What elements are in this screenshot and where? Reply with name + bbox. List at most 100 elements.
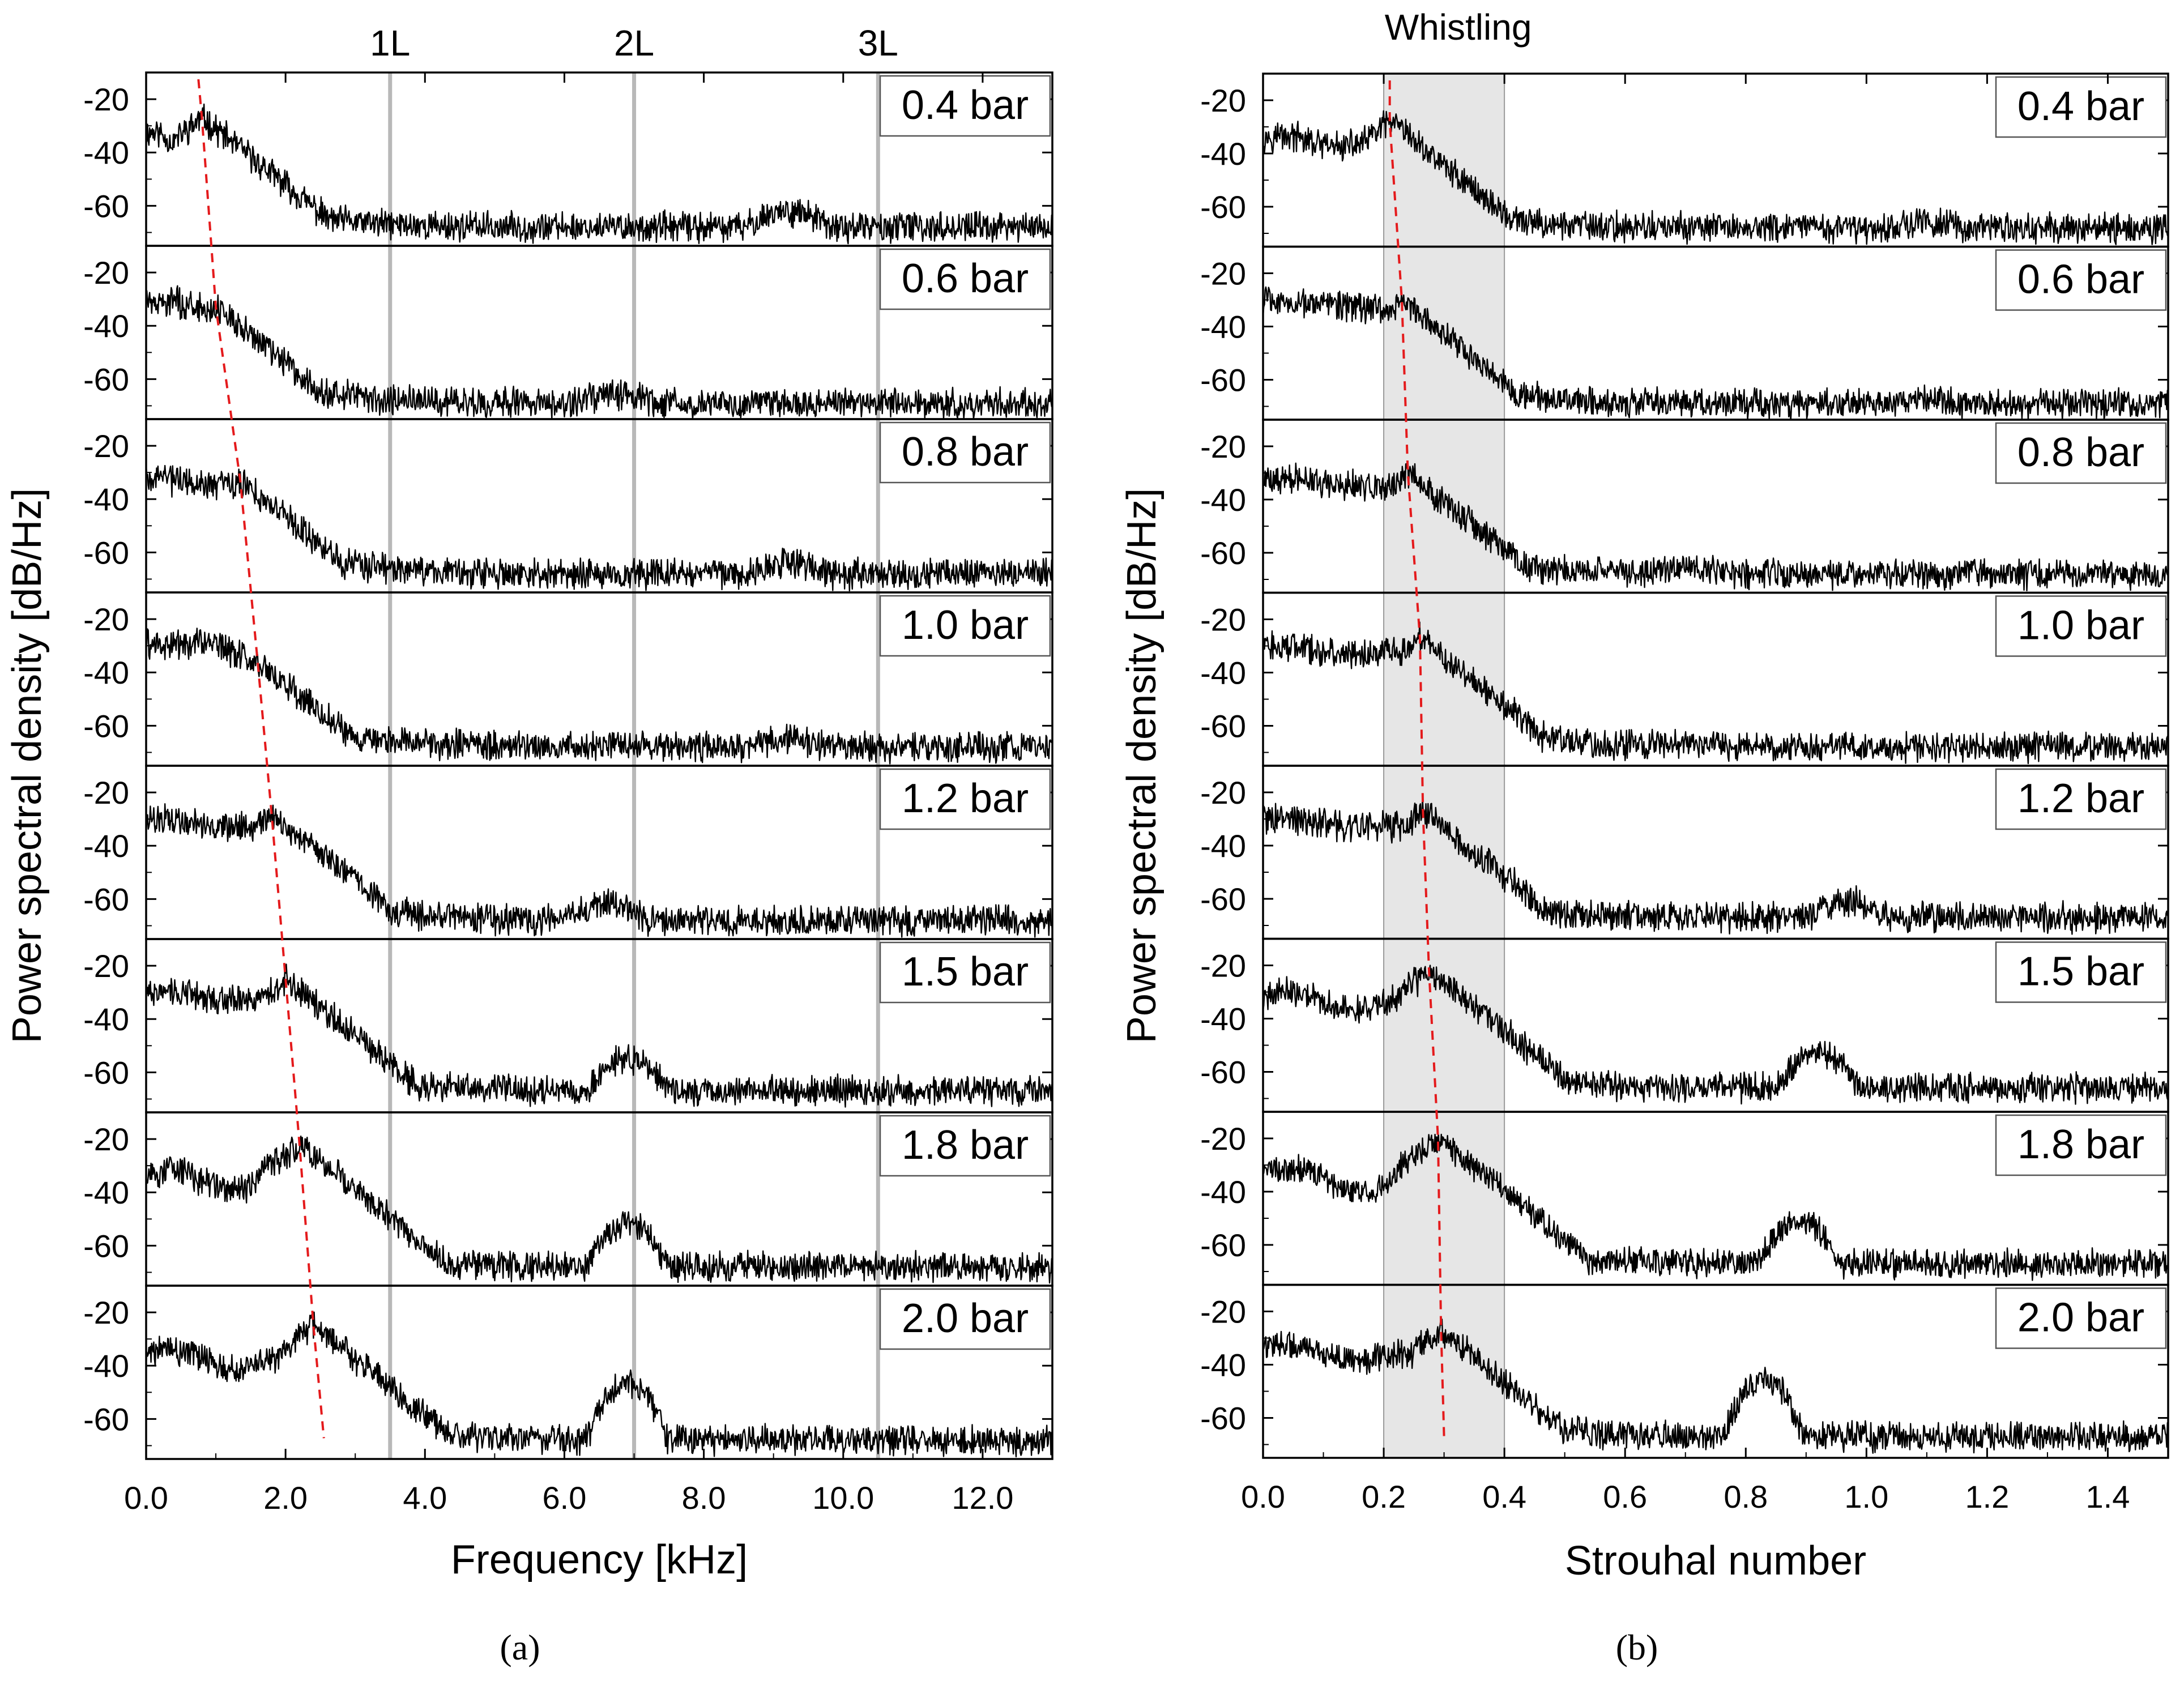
x-tick-label: 10.0 [812, 1480, 874, 1516]
y-tick-label: -40 [83, 308, 129, 344]
panel-2-0-bar: -20 -40 -60 2.0 bar [83, 1285, 1053, 1460]
y-tick-label: -20 [1200, 429, 1246, 464]
y-tick-label: -40 [83, 828, 129, 864]
x-tick-label: 0.6 [1603, 1479, 1647, 1514]
y-tick-label: -60 [83, 881, 129, 917]
panel-0-6-bar: -20 -40 -60 0.6 bar [83, 245, 1053, 420]
harmonic-label-3L: 3L [858, 23, 898, 63]
panel-label: 1.5 bar [902, 949, 1029, 995]
panel-label: 0.6 bar [2017, 257, 2144, 302]
panel-label: 2.0 bar [2017, 1295, 2144, 1341]
x-tick-label: 8.0 [682, 1480, 726, 1516]
y-tick-label: -20 [1200, 83, 1246, 118]
y-axis-label: Power spectral density [dB/Hz] [5, 488, 50, 1043]
psd-series-line [146, 103, 1053, 245]
panel-label-box [1995, 941, 2167, 1003]
panel-1-0-bar: -20 -40 -60 1.0 bar [1200, 591, 2169, 767]
y-tick-label: -60 [1200, 535, 1246, 571]
panel-label: 0.6 bar [902, 256, 1029, 301]
panel-1-2-bar: -20 -40 -60 1.2 bar [1200, 765, 2169, 940]
caption-b: (b) [1616, 1627, 1658, 1667]
x-tick-label: 0.8 [1724, 1479, 1768, 1514]
panel-1-2-bar: -20 -40 -60 1.2 bar [83, 765, 1053, 940]
panel-1-0-bar: -20 -40 -60 1.0 bar [83, 591, 1053, 767]
panel-1-8-bar: -20 -40 -60 1.8 bar [1200, 1111, 2169, 1286]
chart-title: Whistling [1385, 7, 1532, 48]
panel-label: 1.8 bar [2017, 1122, 2144, 1167]
y-tick-label: -60 [1200, 1055, 1246, 1090]
y-tick-label: -40 [1200, 136, 1246, 172]
y-axis-label: Power spectral density [dB/Hz] [1119, 488, 1164, 1043]
x-tick-label: 0.0 [1241, 1479, 1285, 1514]
y-tick-label: -40 [83, 135, 129, 170]
y-tick-label: -60 [1200, 1401, 1246, 1436]
psd-series-line [145, 464, 1053, 592]
panel-label: 1.2 bar [902, 776, 1029, 821]
panel-2-0-bar: -20 -40 -60 2.0 bar [1200, 1283, 2169, 1459]
y-tick-label: -60 [1200, 362, 1246, 398]
y-tick-label: -60 [1200, 189, 1246, 225]
psd-series-line [145, 1311, 1053, 1458]
panel-label-box [879, 595, 1051, 657]
y-tick-label: -20 [83, 1121, 129, 1157]
y-tick-label: -40 [83, 655, 129, 690]
psd-series-line [1262, 110, 2169, 245]
x-axis-label: Frequency [kHz] [451, 1537, 748, 1582]
panel-label-box [879, 75, 1051, 137]
x-tick-label: 1.4 [2086, 1479, 2130, 1514]
y-tick-label: -20 [1200, 1294, 1246, 1330]
x-tick-label: 1.2 [1965, 1479, 2009, 1514]
panel-label-box [879, 1288, 1051, 1350]
panel-label-box [879, 941, 1051, 1004]
y-tick-label: -20 [83, 82, 129, 117]
panel-label: 2.0 bar [902, 1296, 1029, 1341]
panel-label: 1.8 bar [902, 1123, 1029, 1168]
x-tick-label: 4.0 [403, 1480, 447, 1516]
panel-label-box [1995, 249, 2167, 311]
harmonic-label-1L: 1L [370, 23, 410, 63]
whistle-trend-line [1388, 80, 1445, 1437]
panel-label-box [879, 768, 1051, 830]
x-tick-label: 1.0 [1844, 1479, 1888, 1514]
y-tick-label: -40 [1200, 482, 1246, 518]
psd-series-line [1262, 460, 2169, 591]
harmonic-label-2L: 2L [614, 23, 654, 63]
x-tick-label: 2.0 [263, 1480, 308, 1516]
x-tick-label: 0.0 [124, 1480, 168, 1516]
panel-frame [145, 1285, 1053, 1460]
y-tick-label: -60 [1200, 881, 1246, 917]
panel-label-box [879, 421, 1051, 484]
y-tick-label: -20 [1200, 602, 1246, 638]
y-tick-label: -20 [1200, 948, 1246, 984]
panel-0-4-bar: -20 -40 -60 0.4 bar [1200, 72, 2169, 248]
panel-1-5-bar: -20 -40 -60 1.5 bar [1200, 937, 2169, 1113]
y-tick-label: -40 [83, 1175, 129, 1210]
panel-label-box [1995, 1287, 2167, 1349]
psd-series-line [1262, 797, 2169, 935]
y-tick-label: -20 [1200, 775, 1246, 810]
panel-label: 1.0 bar [902, 603, 1029, 648]
panel-label-box [879, 1115, 1051, 1177]
y-tick-label: -60 [83, 535, 129, 570]
panel-label: 0.4 bar [902, 83, 1029, 128]
panel-label-box [1995, 1114, 2167, 1176]
panel-0-4-bar: -20 -40 -60 0.4 bar [83, 71, 1053, 247]
y-tick-label: -20 [83, 1295, 129, 1330]
panel-label: 1.0 bar [2017, 603, 2144, 648]
y-tick-label: -40 [1200, 655, 1246, 691]
y-tick-label: -60 [83, 188, 129, 224]
panel-0-6-bar: -20 -40 -60 0.6 bar [1200, 245, 2169, 421]
panel-label-box [879, 248, 1051, 310]
panel-label: 0.8 bar [2017, 430, 2144, 475]
y-tick-label: -60 [83, 1401, 129, 1437]
x-tick-label: 12.0 [952, 1480, 1013, 1516]
y-tick-label: -40 [1200, 1001, 1246, 1037]
y-tick-label: -60 [83, 1228, 129, 1264]
chart-b-strouhal: Whistling -20 -40 -60 0.4 bar -20 -40 -60 0.6 ba… [1119, 7, 2169, 1584]
y-tick-label: -40 [83, 481, 129, 517]
y-tick-label: -40 [1200, 309, 1246, 345]
psd-series-line [1262, 1133, 2169, 1281]
whistle-trend-line [197, 79, 325, 1439]
x-tick-label: 0.4 [1482, 1479, 1526, 1514]
panel-frame [1262, 1283, 2169, 1459]
